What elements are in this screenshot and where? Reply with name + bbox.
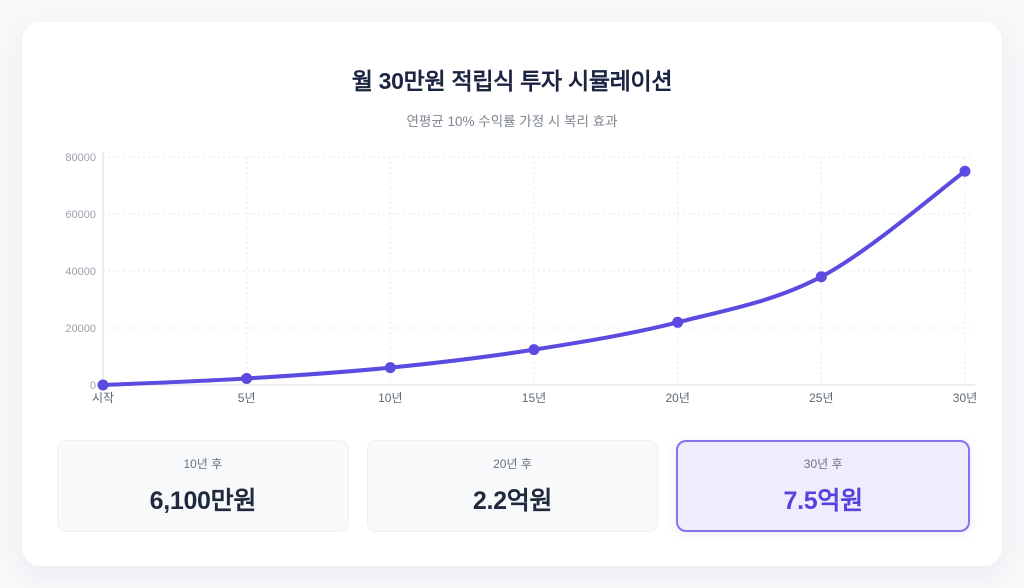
chart-subtitle: 연평균 10% 수익률 가정 시 복리 효과 [406,114,618,129]
card-label-20y: 20년 후 [493,457,532,471]
card-value-30y: 7.5억원 [783,487,864,515]
card-value-10y: 6,100만원 [149,487,257,515]
svg-text:20년: 20년 [665,391,689,405]
svg-text:10년: 10년 [378,391,402,405]
summary-card-30y: 30년 후 7.5억원 [676,440,971,532]
simulation-panel: 월 30만원 적립식 투자 시뮬레이션 연평균 10% 수익률 가정 시 복리 … [22,22,1002,566]
investment-line-chart: 0 20000 40000 60000 80000 시작 5년 10년 15년 20년 25년 30년 [65,152,977,405]
chart-title: 월 30만원 적립식 투자 시뮬레이션 [351,68,673,94]
svg-text:20000: 20000 [65,323,96,335]
svg-text:15년: 15년 [522,391,546,405]
summary-card-10y: 10년 후 6,100만원 [57,440,349,532]
svg-text:40000: 40000 [65,266,96,278]
svg-text:5년: 5년 [238,391,256,405]
svg-text:60000: 60000 [65,209,96,221]
svg-text:시작: 시작 [92,391,114,405]
svg-text:80000: 80000 [65,152,96,164]
card-label-30y: 30년 후 [803,457,843,471]
card-value-20y: 2.2억원 [472,487,553,515]
svg-text:30년: 30년 [953,391,977,405]
summary-cards-row: 10년 후 6,100만원 20년 후 2.2억원 30년 후 7.5억원 [57,440,971,532]
summary-card-20y: 20년 후 2.2억원 [366,440,659,532]
svg-text:0: 0 [90,380,96,392]
svg-text:25년: 25년 [809,391,833,405]
card-label-10y: 10년 후 [183,457,223,471]
